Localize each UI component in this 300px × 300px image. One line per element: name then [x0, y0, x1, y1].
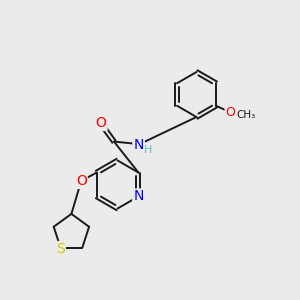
Text: O: O	[76, 174, 87, 188]
Text: S: S	[56, 242, 65, 256]
Text: H: H	[144, 145, 152, 155]
Text: N: N	[134, 138, 144, 152]
Text: N: N	[133, 190, 144, 203]
Text: O: O	[96, 116, 106, 130]
Text: O: O	[225, 106, 235, 119]
Text: CH₃: CH₃	[236, 110, 256, 120]
